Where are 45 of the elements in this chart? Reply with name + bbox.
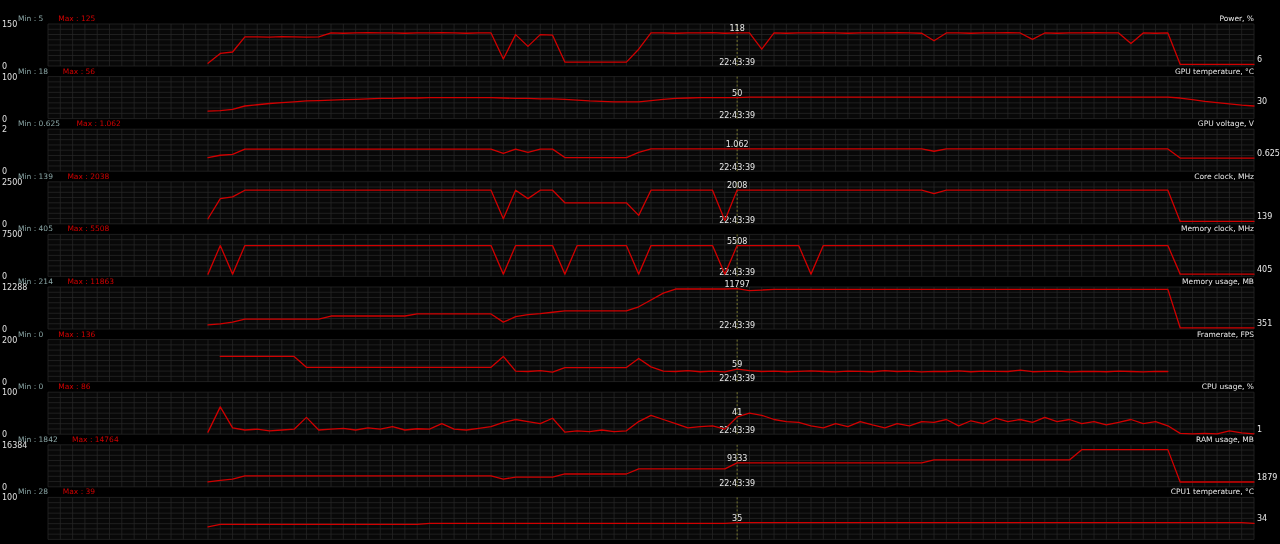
y-tick-label: 2500 [2, 177, 23, 187]
data-label: 11797 [724, 279, 750, 289]
data-label: 351 [1257, 318, 1273, 328]
annotation: 22:43:39 [719, 163, 756, 173]
data-label: 1 [1257, 424, 1263, 434]
y-tick-label: 0 [2, 377, 8, 387]
y-tick-label: 200 [2, 335, 18, 345]
data-label: 6 [1257, 55, 1263, 65]
data-label: 30 [1257, 97, 1268, 106]
annotation: 22:43:39 [719, 478, 756, 488]
annotation: 22:43:39 [719, 321, 756, 330]
data-label: 139 [1257, 212, 1273, 222]
data-label: 41 [732, 407, 743, 417]
annotation: 22:43:39 [719, 110, 756, 120]
y-tick-label: 0 [2, 62, 8, 71]
data-label: 1.062 [725, 139, 749, 149]
annotation: 22:43:39 [719, 215, 756, 225]
y-tick-label: 0 [2, 272, 8, 282]
data-label: 118 [729, 23, 745, 33]
y-tick-label: 0 [2, 114, 8, 124]
data-label: 2008 [726, 181, 748, 191]
text: 34 [1257, 514, 1268, 524]
data-label: 50 [732, 88, 743, 98]
annotation: 22:43:39 [719, 426, 756, 436]
y-tick-label: 0 [2, 167, 8, 177]
y-tick-label: 0 [2, 325, 8, 334]
data-label: 0.625 [1257, 149, 1280, 159]
y-tick-label: 2 [2, 125, 8, 135]
y-tick-label: 0 [2, 482, 8, 492]
data-label: 59 [732, 360, 743, 370]
y-tick-label: 0 [2, 430, 8, 440]
data-label: 9333 [726, 453, 748, 463]
y-tick-label: 0 [2, 219, 8, 229]
annotation: 22:43:39 [719, 373, 756, 383]
y-tick-label: 150 [2, 20, 18, 29]
annotation: 22:43:39 [719, 268, 756, 278]
data-label: 405 [1257, 265, 1273, 275]
y-tick-label: 7500 [2, 230, 23, 240]
y-tick-label: 100 [2, 72, 18, 82]
data-label: 1879 [1257, 472, 1278, 482]
annotation: 35 [732, 513, 743, 523]
y-tick-label: 12288 [2, 283, 28, 292]
annotation: 22:43:39 [719, 58, 756, 67]
data-label: 5508 [726, 236, 748, 246]
y-tick-label: 100 [2, 388, 18, 398]
